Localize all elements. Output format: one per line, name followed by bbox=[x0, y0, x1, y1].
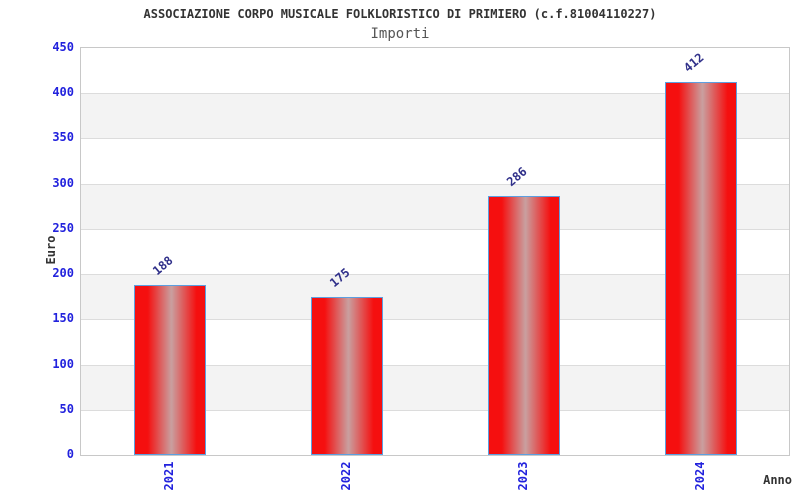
bar-2023 bbox=[488, 196, 560, 455]
y-tick-label: 100 bbox=[52, 356, 74, 371]
bar-2024 bbox=[665, 82, 737, 455]
y-tick-label: 50 bbox=[59, 401, 74, 416]
gridline bbox=[81, 319, 789, 320]
y-tick-label: 150 bbox=[52, 311, 74, 326]
plot-area bbox=[80, 47, 790, 456]
x-tick-label: 2021 bbox=[162, 461, 176, 491]
y-tick-label: 200 bbox=[52, 266, 74, 281]
bar-2022 bbox=[311, 297, 383, 455]
gridline bbox=[81, 274, 789, 275]
gridline bbox=[81, 365, 789, 366]
x-tick-label: 2023 bbox=[516, 461, 530, 491]
y-tick-label: 400 bbox=[52, 85, 74, 100]
gridline bbox=[81, 184, 789, 185]
x-tick-label: 2024 bbox=[693, 461, 707, 491]
gridline bbox=[81, 410, 789, 411]
chart-subtitle: Importi bbox=[370, 26, 430, 42]
y-tick-label: 450 bbox=[52, 40, 74, 54]
x-tick-label: 2022 bbox=[339, 461, 353, 491]
gridline bbox=[81, 93, 789, 94]
chart-title: ASSOCIAZIONE CORPO MUSICALE FOLKLORISTIC… bbox=[143, 7, 657, 21]
gridline bbox=[81, 138, 789, 139]
y-tick-label: 0 bbox=[66, 447, 74, 461]
y-axis-label: Euro bbox=[44, 235, 58, 265]
y-tick-label: 250 bbox=[52, 220, 74, 235]
x-axis-label: Anno bbox=[763, 473, 792, 487]
bar-2021 bbox=[134, 285, 206, 455]
y-tick-label: 300 bbox=[52, 175, 74, 190]
gridline bbox=[81, 229, 789, 230]
y-tick-label: 350 bbox=[52, 130, 74, 145]
